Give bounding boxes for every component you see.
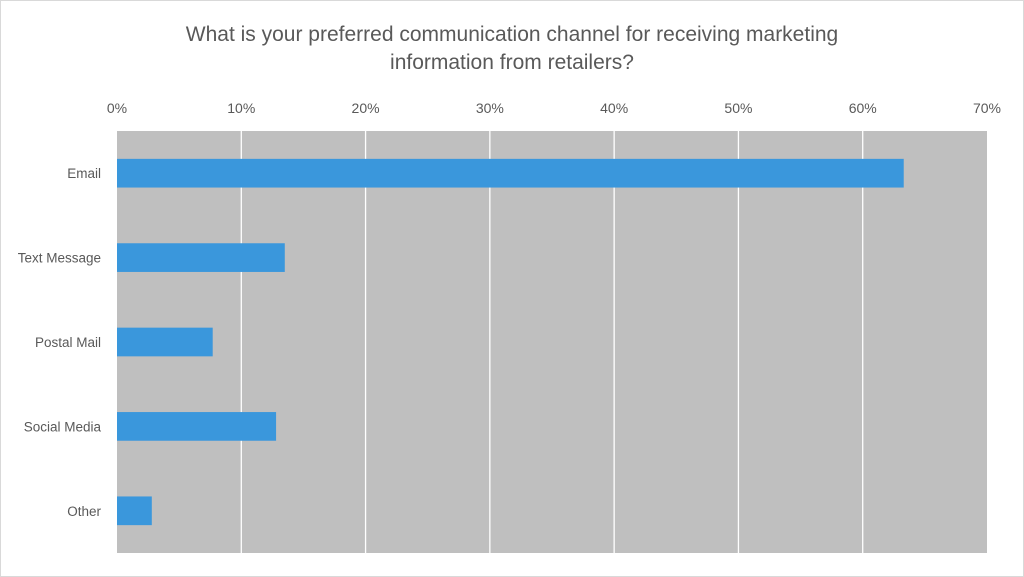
x-tick-label-0: 0%: [107, 100, 127, 116]
x-tick-label-60: 60%: [849, 100, 877, 116]
bar-text-message: [117, 243, 285, 272]
category-label-postal-mail: Postal Mail: [35, 335, 101, 350]
bar-social-media: [117, 412, 277, 441]
category-label-social-media: Social Media: [24, 419, 102, 434]
x-tick-label-50: 50%: [724, 100, 752, 116]
category-labels: Email Text Message Postal Mail Social Media…: [18, 166, 102, 519]
category-label-text-message: Text Message: [18, 251, 101, 266]
x-tick-label-20: 20%: [352, 100, 380, 116]
x-tick-label-70: 70%: [973, 100, 1001, 116]
x-tick-label-10: 10%: [227, 100, 255, 116]
chart-title-line-2: information from retailers?: [390, 51, 634, 74]
category-label-other: Other: [67, 504, 101, 519]
bar-postal-mail: [117, 327, 213, 357]
grid-lines: [240, 131, 864, 553]
chart-title: What is your preferred communication cha…: [61, 21, 963, 77]
plot-area: [117, 131, 987, 553]
x-tick-label-40: 40%: [600, 100, 628, 116]
x-tick-label-30: 30%: [476, 100, 504, 116]
bars: [117, 158, 904, 526]
category-label-email: Email: [67, 166, 101, 181]
x-axis-tick-labels: 0% 10% 20% 30% 40% 50% 60% 70%: [107, 100, 1001, 116]
bar-other: [117, 496, 152, 526]
bar-email: [117, 158, 904, 188]
chart-title-line-1: What is your preferred communication cha…: [185, 23, 839, 46]
